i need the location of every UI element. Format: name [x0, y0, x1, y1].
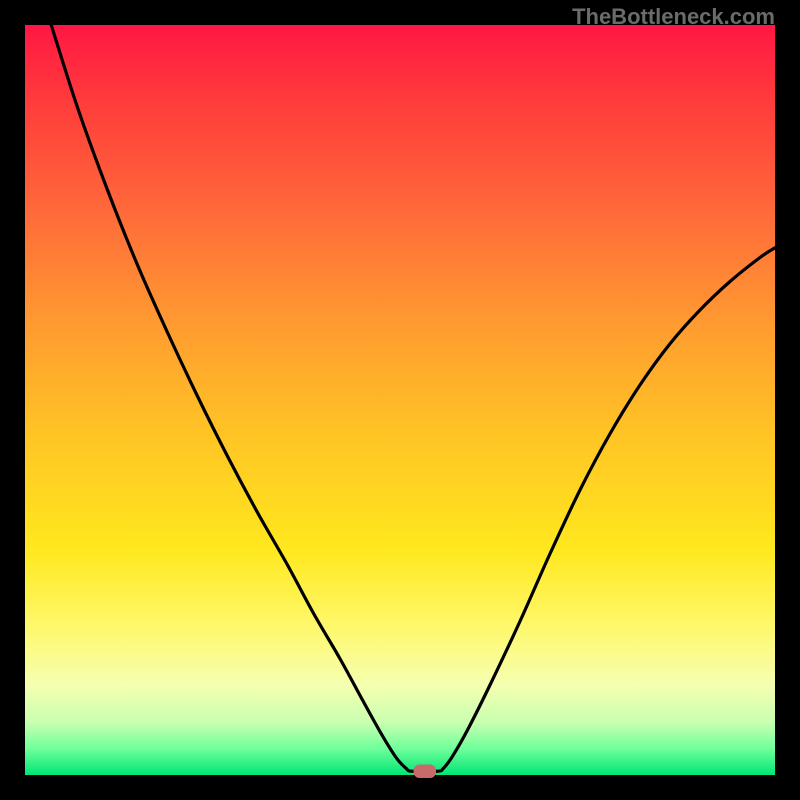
plot-area: [25, 25, 775, 775]
curve-layer: [25, 25, 775, 775]
bottleneck-curve: [51, 25, 775, 772]
optimal-marker: [414, 765, 437, 779]
chart-frame: TheBottleneck.com: [0, 0, 800, 800]
watermark-text: TheBottleneck.com: [572, 4, 775, 30]
